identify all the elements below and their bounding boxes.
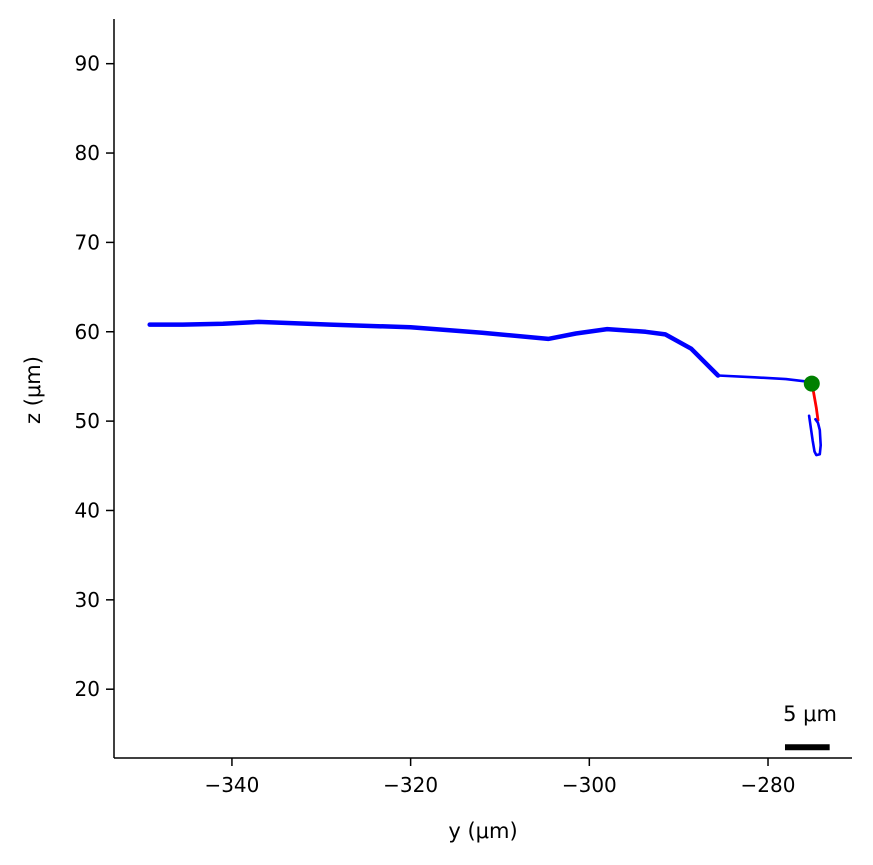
x-tick-label: −340 (204, 773, 259, 797)
x-tick-label: −300 (562, 773, 617, 797)
x-axis-ticks: −340 −320 −300 −280 (204, 758, 795, 797)
x-tick-label: −320 (383, 773, 438, 797)
y-tick-label: 50 (75, 409, 100, 433)
x-axis-label: y (μm) (448, 819, 517, 843)
series-thick-branch-line (147, 319, 721, 378)
series-hook-branch-line (807, 414, 823, 457)
y-tick-label: 90 (75, 52, 100, 76)
y-tick-label: 40 (75, 498, 100, 522)
y-axis-ticks: 20 30 40 50 60 70 80 90 (75, 52, 114, 701)
soma-marker (803, 375, 820, 392)
scale-bar: 5 μm (783, 702, 837, 751)
scale-bar-label: 5 μm (783, 702, 837, 726)
y-tick-label: 30 (75, 588, 100, 612)
y-axis-label: z (μm) (21, 356, 45, 424)
plot-area (147, 319, 823, 457)
y-tick-label: 80 (75, 141, 100, 165)
y-tick-label: 60 (75, 320, 100, 344)
y-tick-label: 20 (75, 677, 100, 701)
y-tick-label: 70 (75, 230, 100, 254)
x-tick-label: −280 (741, 773, 796, 797)
series-thin-branch-line (716, 374, 814, 385)
